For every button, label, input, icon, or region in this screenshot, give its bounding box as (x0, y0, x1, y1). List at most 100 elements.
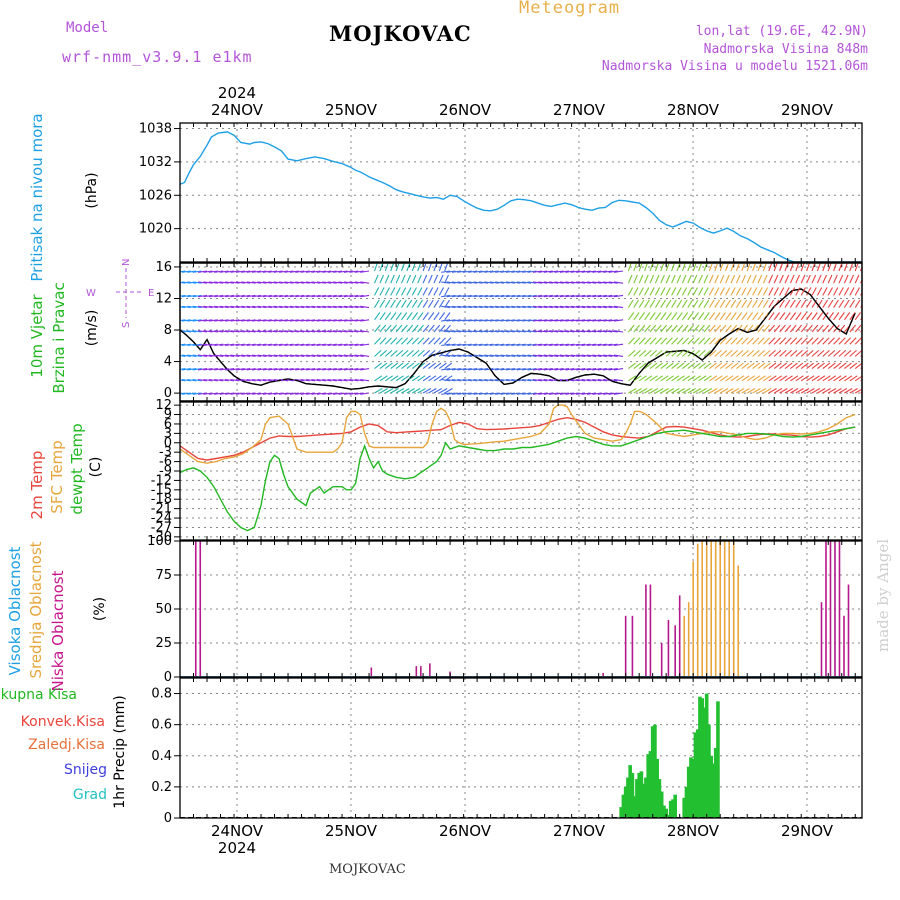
wind-arrow (187, 378, 197, 382)
wind-arrow (468, 330, 478, 333)
wind-arrow (746, 263, 751, 272)
wind-arrow (273, 281, 283, 284)
wind-arrow (779, 263, 784, 272)
wind-arrow (284, 330, 294, 333)
wind-arrow (784, 362, 793, 370)
wind-arrow (586, 354, 597, 357)
wind-arrow (613, 281, 624, 284)
wind-arrow (838, 324, 846, 333)
wind-arrow (565, 368, 575, 371)
wind-arrow (655, 349, 663, 357)
wind-arrow (327, 343, 337, 347)
wind-arrow (262, 319, 272, 322)
wind-arrow (597, 392, 607, 395)
wind-arrow (295, 368, 305, 371)
wind-arrow (192, 368, 202, 371)
wind-arrow (379, 349, 387, 357)
wind-arrow (384, 263, 389, 272)
bar-Ukupna Kisa (668, 800, 673, 818)
wind-arrow (559, 392, 569, 395)
wind-arrow (527, 343, 537, 347)
wind-arrow (462, 354, 472, 357)
wind-arrow (489, 305, 499, 309)
wind-arrow (484, 378, 494, 382)
wind-arrow (543, 392, 553, 395)
wind-arrow (633, 287, 639, 296)
wind-arrow (316, 330, 326, 333)
wind-arrow (671, 362, 680, 370)
wind-arrow (422, 388, 432, 394)
wind-arrow (438, 263, 443, 272)
wind-arrow (438, 287, 444, 296)
wind-arrow (746, 274, 752, 284)
wind-arrow (638, 299, 645, 308)
wind-arrow (543, 305, 553, 309)
wind-arrow (644, 312, 651, 321)
panel-label: Niska Oblacnost (49, 570, 67, 691)
wind-arrow (581, 343, 591, 347)
wind-arrow (198, 305, 208, 309)
wind-arrow (444, 388, 453, 394)
wind-arrow (316, 343, 326, 347)
wind-arrow (719, 299, 726, 308)
wind-arrow (522, 392, 532, 395)
wind-arrow (511, 270, 521, 273)
wind-arrow (338, 330, 348, 333)
bar-Srednja (710, 541, 712, 677)
wind-arrow (603, 354, 613, 357)
wind-arrow (478, 354, 488, 357)
wind-arrow (627, 312, 635, 321)
wind-arrow (608, 354, 618, 357)
y-tick-label: 100 (147, 534, 172, 549)
wind-arrow (627, 263, 632, 272)
wind-arrow (505, 368, 515, 371)
y-tick-label: 0 (164, 811, 172, 826)
wind-arrow (374, 388, 383, 394)
bar-Ukupna Kisa (659, 791, 664, 818)
bar-Ukupna Kisa (650, 726, 655, 818)
wind-arrow (549, 281, 559, 284)
wind-arrow (725, 324, 732, 333)
wind-arrow (406, 349, 414, 357)
wind-arrow (633, 263, 638, 272)
wind-arrow (180, 282, 181, 284)
wind-arrow (806, 375, 815, 382)
wind-arrow (484, 368, 494, 371)
wind-arrow (833, 263, 838, 272)
wind-arrow (708, 299, 715, 308)
wind-arrow (384, 362, 393, 370)
wind-arrow (268, 294, 278, 298)
wind-arrow (854, 312, 861, 321)
wind-arrow (549, 343, 559, 347)
wind-arrow (316, 392, 326, 395)
wind-arrow (241, 305, 251, 309)
wind-arrow (500, 343, 510, 347)
wind-arrow (603, 305, 613, 309)
wind-arrow (400, 263, 406, 272)
plot-area (180, 131, 862, 262)
wind-arrow (180, 344, 181, 345)
wind-arrow (708, 263, 713, 272)
bar-Niska (645, 584, 647, 677)
wind-arrow (719, 388, 729, 394)
wind-arrow (279, 330, 289, 333)
bar-Ukupna Kisa (648, 751, 653, 818)
wind-arrow (511, 343, 521, 347)
wind-arrow (401, 299, 407, 308)
y-tick-label: 12 (155, 398, 172, 413)
wind-arrow (576, 330, 586, 333)
wind-arrow (854, 337, 862, 345)
wind-arrow (295, 294, 305, 298)
wind-arrow (849, 375, 858, 382)
plot-area (180, 404, 856, 532)
wind-arrow (225, 319, 235, 322)
wind-arrow (687, 312, 694, 321)
wind-arrow (570, 368, 580, 371)
bar-Srednja (696, 543, 699, 677)
wind-arrow (671, 388, 680, 394)
wind-arrow (660, 312, 667, 321)
wind-arrow (687, 375, 696, 382)
wind-arrow (784, 337, 792, 345)
bar-Ukupna Kisa (626, 777, 630, 818)
wind-arrow (811, 388, 821, 394)
